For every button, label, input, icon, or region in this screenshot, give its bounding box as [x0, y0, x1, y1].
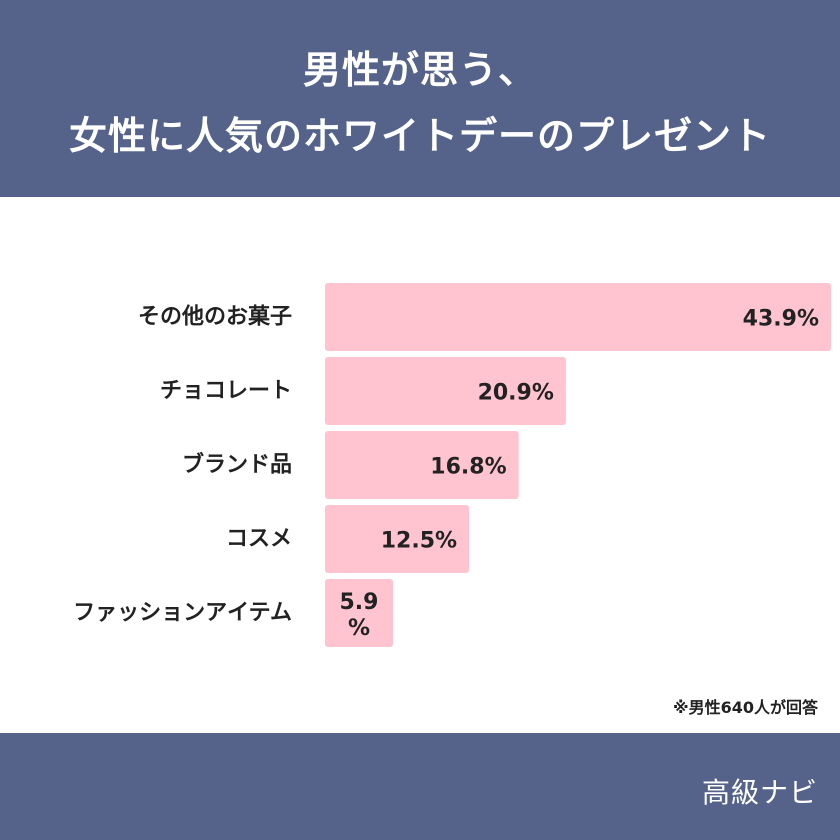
respondent-note: ※男性640人が回答	[673, 698, 818, 717]
category-label-1: チョコレート	[160, 379, 292, 404]
category-label-0: その他のお菓子	[138, 304, 292, 330]
bar-1	[325, 357, 566, 425]
title-line-1: 男性が思う、	[302, 48, 537, 92]
footer-band: 高級ナビ	[0, 733, 840, 840]
category-label-3: コスメ	[226, 527, 292, 552]
bar-2	[325, 431, 519, 499]
category-label-2: ブランド品	[182, 452, 292, 478]
bar-chart-svg: その他のお菓子 43.9% チョコレート 20.9% ブランド品 16.8% コスメ 12.5…	[73, 283, 831, 647]
category-label-4: ファッションアイテム	[73, 601, 292, 626]
bar-0	[325, 283, 831, 351]
value-label-4: 5.9%	[340, 590, 379, 641]
title-line-2: 女性に人気のホワイトデーのプレゼント	[68, 114, 771, 158]
header-band: 男性が思う、 女性に人気のホワイトデーのプレゼント	[0, 0, 840, 197]
bar-chart: その他のお菓子 43.9% チョコレート 20.9% ブランド品 16.8% コスメ 12.5…	[0, 197, 840, 733]
bar-3	[325, 505, 470, 573]
value-label-3: 12.5%	[381, 529, 457, 554]
brand-logo-text: 高級ナビ	[701, 776, 818, 809]
bar-4	[325, 579, 394, 647]
value-label-0: 43.9%	[743, 307, 819, 332]
value-label-1: 20.9%	[478, 381, 554, 406]
value-label-2: 16.8%	[430, 455, 506, 480]
